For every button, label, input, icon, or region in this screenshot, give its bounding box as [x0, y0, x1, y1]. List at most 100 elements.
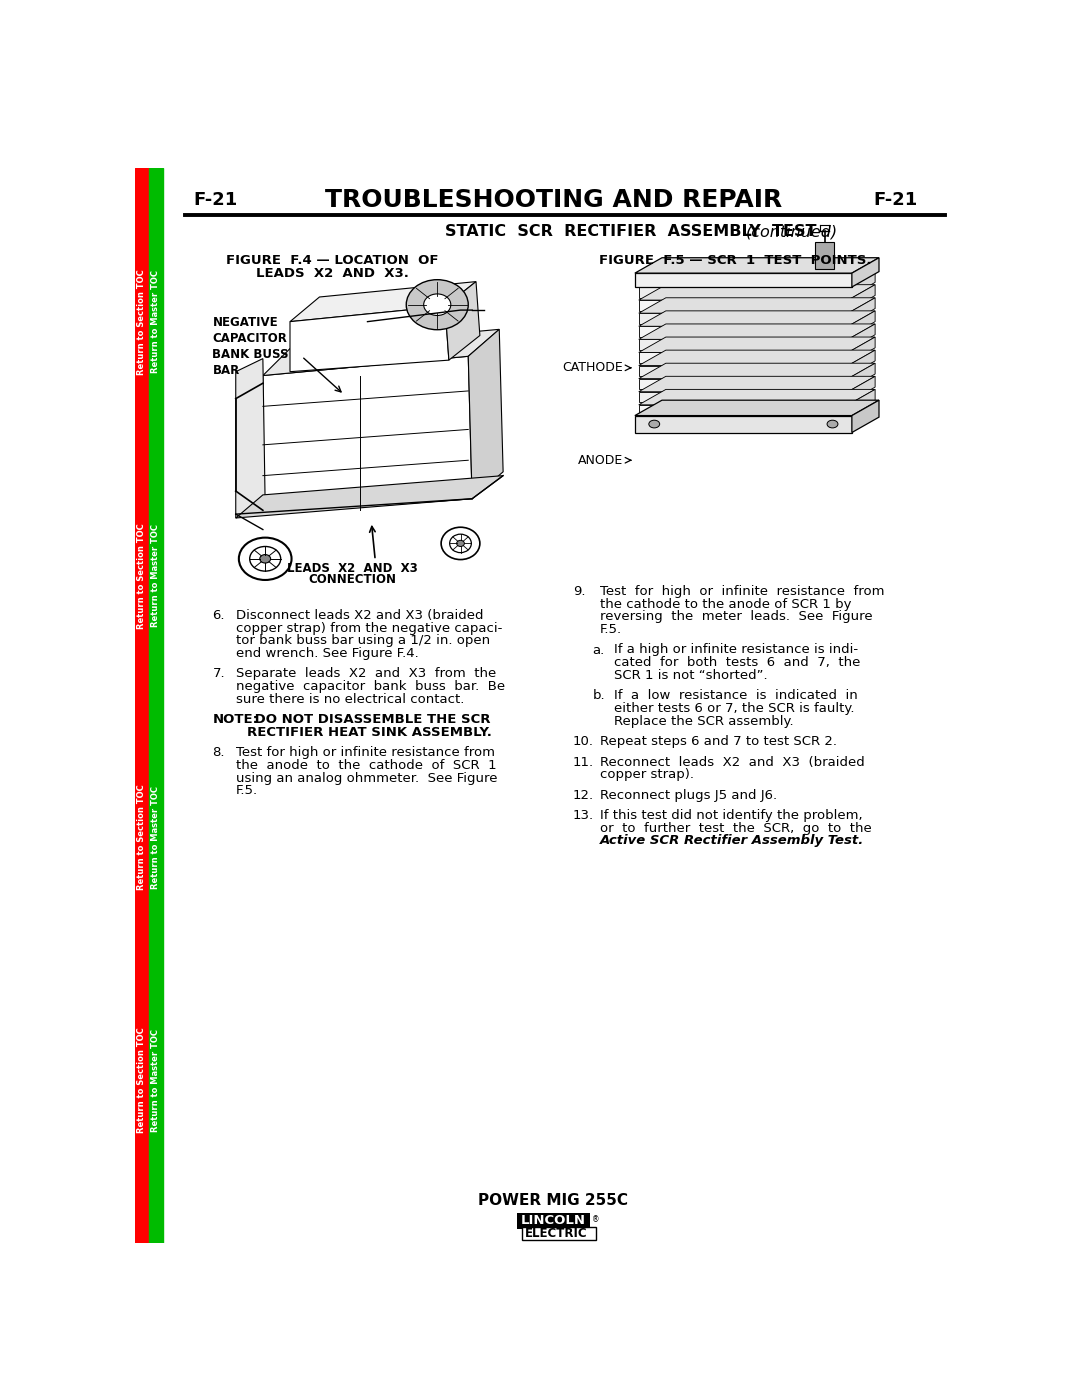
Text: Return to Master TOC: Return to Master TOC	[151, 524, 161, 627]
Polygon shape	[848, 376, 875, 402]
Ellipse shape	[239, 538, 292, 580]
Polygon shape	[638, 339, 848, 351]
Polygon shape	[638, 363, 875, 379]
Polygon shape	[635, 415, 852, 433]
Polygon shape	[235, 475, 503, 518]
Text: If this test did not identify the problem,: If this test did not identify the proble…	[600, 809, 863, 821]
Text: ®: ®	[592, 1215, 599, 1225]
Bar	[149, 168, 163, 1243]
Text: Return to Master TOC: Return to Master TOC	[151, 787, 161, 888]
Ellipse shape	[449, 534, 471, 553]
Polygon shape	[638, 324, 875, 339]
Text: RECTIFIER HEAT SINK ASSEMBLY.: RECTIFIER HEAT SINK ASSEMBLY.	[247, 726, 492, 739]
Text: 7.: 7.	[213, 668, 225, 680]
Text: cated  for  both  tests  6  and  7,  the: cated for both tests 6 and 7, the	[613, 657, 861, 669]
Text: Return to Master TOC: Return to Master TOC	[151, 270, 161, 373]
Text: using an analog ohmmeter.  See Figure: using an analog ohmmeter. See Figure	[235, 771, 497, 785]
Polygon shape	[638, 313, 848, 324]
Polygon shape	[848, 298, 875, 324]
Text: DO NOT DISASSEMBLE THE SCR: DO NOT DISASSEMBLE THE SCR	[249, 714, 490, 726]
Ellipse shape	[827, 420, 838, 427]
Polygon shape	[852, 400, 879, 433]
Polygon shape	[291, 282, 476, 321]
Text: FIGURE  F.4 — LOCATION  OF: FIGURE F.4 — LOCATION OF	[227, 254, 438, 267]
Text: SCR 1 is not “shorted”.: SCR 1 is not “shorted”.	[613, 669, 768, 682]
Text: Return to Section TOC: Return to Section TOC	[137, 1027, 147, 1133]
Polygon shape	[635, 257, 879, 274]
Polygon shape	[638, 300, 848, 312]
Bar	[522, 1227, 596, 1241]
Polygon shape	[291, 306, 449, 372]
Polygon shape	[235, 359, 266, 518]
Text: Replace the SCR assembly.: Replace the SCR assembly.	[613, 715, 794, 728]
Text: or  to  further  test  the  SCR,  go  to  the: or to further test the SCR, go to the	[600, 821, 872, 835]
Text: a.: a.	[592, 644, 605, 657]
Polygon shape	[638, 337, 875, 352]
Polygon shape	[638, 390, 875, 405]
Text: CATHODE: CATHODE	[563, 362, 623, 374]
Text: FIGURE  F.5 — SCR  1  TEST  POINTS.: FIGURE F.5 — SCR 1 TEST POINTS.	[599, 254, 872, 267]
Text: 11.: 11.	[572, 756, 594, 768]
Text: either tests 6 or 7, the SCR is faulty.: either tests 6 or 7, the SCR is faulty.	[613, 703, 854, 715]
Polygon shape	[852, 257, 879, 286]
Text: 13.: 13.	[572, 809, 594, 821]
Text: negative  capacitor  bank  buss  bar.  Be: negative capacitor bank buss bar. Be	[235, 680, 504, 693]
Polygon shape	[635, 400, 879, 415]
Text: Separate  leads  X2  and  X3  from  the: Separate leads X2 and X3 from the	[235, 668, 496, 680]
Text: NOTE:: NOTE:	[213, 714, 258, 726]
Text: 6.: 6.	[213, 609, 225, 622]
Polygon shape	[638, 271, 875, 286]
Text: b.: b.	[592, 689, 605, 703]
Polygon shape	[848, 337, 875, 363]
Polygon shape	[848, 324, 875, 351]
Polygon shape	[445, 282, 480, 360]
Text: 10.: 10.	[572, 735, 594, 749]
Text: end wrench. See Figure F.4.: end wrench. See Figure F.4.	[235, 647, 419, 659]
Text: TROUBLESHOOTING AND REPAIR: TROUBLESHOOTING AND REPAIR	[325, 189, 782, 212]
Text: POWER MIG 255C: POWER MIG 255C	[478, 1193, 629, 1208]
Bar	[516, 1214, 591, 1229]
Text: Return to Section TOC: Return to Section TOC	[137, 522, 147, 629]
Text: Reconnect  leads  X2  and  X3  (braided: Reconnect leads X2 and X3 (braided	[600, 756, 865, 768]
Polygon shape	[848, 390, 875, 415]
Polygon shape	[848, 363, 875, 390]
Ellipse shape	[457, 541, 464, 546]
Text: STATIC  SCR  RECTIFIER  ASSEMBLY  TEST: STATIC SCR RECTIFIER ASSEMBLY TEST	[445, 224, 816, 239]
Polygon shape	[638, 312, 875, 327]
Polygon shape	[848, 271, 875, 298]
Text: If  a  low  resistance  is  indicated  in: If a low resistance is indicated in	[613, 689, 858, 703]
Text: the cathode to the anode of SCR 1 by: the cathode to the anode of SCR 1 by	[600, 598, 851, 610]
Text: reversing  the  meter  leads.  See  Figure: reversing the meter leads. See Figure	[600, 610, 873, 623]
Polygon shape	[848, 285, 875, 312]
Text: 9.: 9.	[572, 585, 585, 598]
Polygon shape	[638, 379, 848, 390]
Text: F-21: F-21	[874, 191, 918, 210]
Polygon shape	[638, 376, 875, 391]
Ellipse shape	[260, 555, 271, 563]
Text: ANODE: ANODE	[578, 454, 623, 467]
Text: sure there is no electrical contact.: sure there is no electrical contact.	[235, 693, 464, 705]
Polygon shape	[262, 356, 472, 514]
Text: Return to Section TOC: Return to Section TOC	[137, 268, 147, 374]
Polygon shape	[638, 352, 848, 363]
Ellipse shape	[423, 293, 450, 316]
Ellipse shape	[441, 527, 480, 560]
Text: (continued): (continued)	[745, 224, 838, 239]
Text: ELECTRIC: ELECTRIC	[525, 1227, 588, 1241]
Text: 12.: 12.	[572, 789, 594, 802]
Text: Return to Section TOC: Return to Section TOC	[137, 785, 147, 890]
Ellipse shape	[249, 546, 281, 571]
Polygon shape	[638, 405, 848, 415]
Text: Test  for  high  or  infinite  resistance  from: Test for high or infinite resistance fro…	[600, 585, 885, 598]
Text: CONNECTION: CONNECTION	[308, 573, 396, 587]
Polygon shape	[635, 274, 852, 286]
Bar	[135, 168, 149, 1243]
Polygon shape	[262, 330, 499, 376]
Text: Active SCR Rectifier Assembly Test.: Active SCR Rectifier Assembly Test.	[600, 834, 864, 848]
Text: LEADS  X2  AND  X3: LEADS X2 AND X3	[286, 562, 417, 576]
Polygon shape	[638, 351, 875, 366]
Polygon shape	[815, 242, 834, 270]
Text: tor bank buss bar using a 1/2 in. open: tor bank buss bar using a 1/2 in. open	[235, 634, 490, 647]
Text: F.5.: F.5.	[600, 623, 622, 636]
Text: copper strap).: copper strap).	[600, 768, 694, 781]
